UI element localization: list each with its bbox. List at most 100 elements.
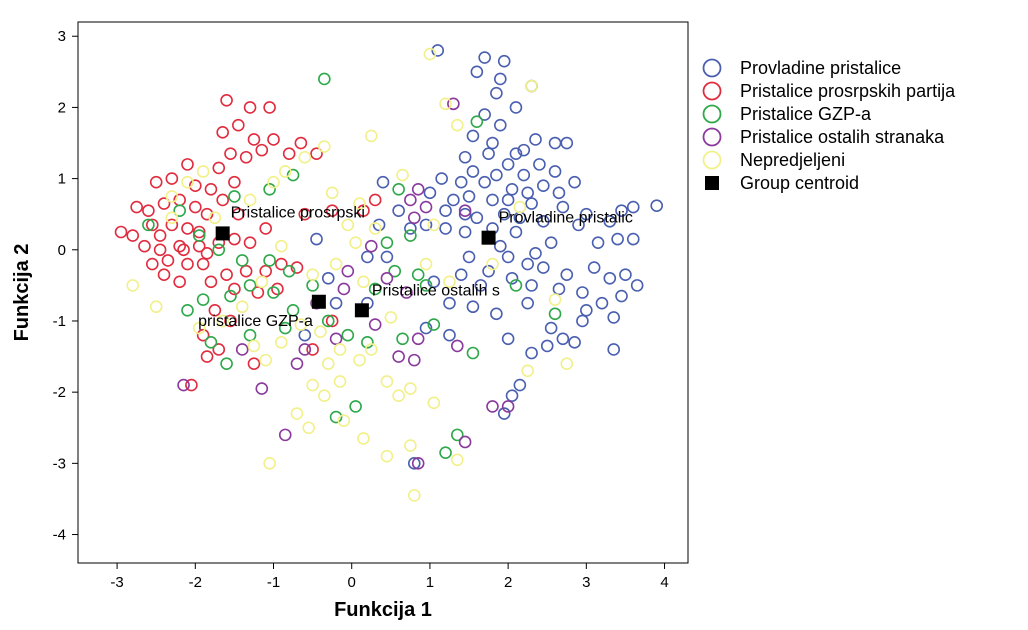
- x-tick-label: 2: [504, 574, 512, 591]
- data-point: [404, 229, 417, 242]
- data-point: [364, 343, 378, 356]
- data-point: [220, 268, 233, 282]
- data-point: [216, 193, 229, 207]
- data-point: [419, 218, 433, 232]
- data-point: [192, 225, 206, 239]
- data-point: [235, 254, 249, 267]
- data-point: [196, 293, 210, 306]
- data-point: [603, 271, 617, 285]
- data-point: [290, 357, 304, 370]
- data-point: [572, 218, 585, 232]
- data-point: [427, 275, 441, 289]
- data-point: [232, 207, 245, 221]
- y-tick-label: 3: [58, 28, 66, 45]
- y-tick-label: -2: [53, 384, 66, 401]
- data-point: [153, 243, 167, 257]
- data-point: [145, 257, 159, 271]
- data-point: [325, 186, 339, 200]
- data-point: [580, 303, 593, 317]
- data-point: [447, 193, 460, 207]
- data-point: [329, 296, 343, 310]
- data-point: [517, 143, 531, 157]
- y-tick-label: -3: [53, 455, 66, 472]
- data-point: [294, 136, 308, 150]
- data-point: [513, 378, 527, 392]
- data-point: [470, 115, 484, 128]
- data-point: [361, 250, 374, 264]
- data-point: [235, 343, 249, 356]
- legend-marker: [702, 81, 722, 101]
- data-point: [454, 268, 468, 282]
- data-point: [458, 207, 472, 221]
- data-point: [478, 108, 491, 121]
- legend-marker: [702, 58, 722, 78]
- data-point: [407, 353, 421, 367]
- data-point: [337, 414, 351, 427]
- data-point: [560, 268, 574, 282]
- data-point: [357, 275, 370, 289]
- data-point: [275, 336, 288, 349]
- data-point: [196, 165, 210, 178]
- x-tick-label: -3: [110, 574, 123, 591]
- data-point: [494, 118, 507, 132]
- centroid-label: Pristalice prosrpski: [231, 204, 365, 221]
- data-point: [556, 200, 570, 214]
- data-point: [200, 247, 214, 260]
- data-point: [310, 147, 323, 160]
- data-point: [505, 182, 519, 196]
- data-point: [286, 168, 300, 182]
- data-point: [587, 261, 601, 274]
- legend-marker: [702, 127, 722, 147]
- data-point: [173, 239, 186, 253]
- data-point: [388, 264, 402, 278]
- data-point: [404, 222, 417, 235]
- data-point: [357, 204, 370, 217]
- data-point: [501, 193, 515, 207]
- data-point: [411, 268, 425, 282]
- data-point: [353, 197, 366, 210]
- data-point: [466, 300, 480, 314]
- y-tick-label: 2: [58, 99, 66, 116]
- data-point: [220, 357, 233, 370]
- data-point: [478, 175, 491, 189]
- data-point: [548, 136, 562, 150]
- data-point: [208, 211, 222, 225]
- data-point: [591, 236, 605, 249]
- x-tick-label: -1: [267, 574, 280, 591]
- data-point: [294, 318, 308, 331]
- data-point: [212, 243, 226, 257]
- legend-entry-label: Pristalice prosrpskih partija: [740, 81, 956, 101]
- data-point: [357, 432, 370, 445]
- data-point: [490, 86, 503, 100]
- data-point: [486, 400, 499, 413]
- data-point: [419, 257, 433, 271]
- data-point: [521, 257, 534, 271]
- data-point: [204, 182, 218, 196]
- data-point: [181, 222, 194, 235]
- data-point: [509, 147, 523, 160]
- data-point: [407, 489, 421, 502]
- centroid-label: Provladine pristalic: [499, 210, 633, 227]
- data-point: [501, 250, 515, 264]
- data-point: [462, 190, 476, 203]
- data-point: [177, 243, 190, 257]
- data-point: [603, 215, 617, 228]
- data-point: [243, 193, 257, 207]
- data-point: [544, 236, 558, 249]
- data-point: [544, 321, 558, 335]
- data-point: [482, 147, 495, 160]
- data-point: [454, 175, 468, 189]
- data-point: [153, 229, 167, 242]
- data-point: [380, 449, 394, 463]
- group-centroid-marker: [354, 303, 369, 318]
- data-point: [368, 318, 382, 331]
- data-point: [552, 186, 566, 200]
- data-point: [529, 247, 542, 260]
- data-point: [462, 250, 476, 264]
- data-point: [173, 204, 186, 217]
- data-point: [267, 133, 280, 146]
- data-point: [537, 261, 550, 274]
- data-point: [333, 375, 347, 388]
- data-point: [509, 279, 523, 292]
